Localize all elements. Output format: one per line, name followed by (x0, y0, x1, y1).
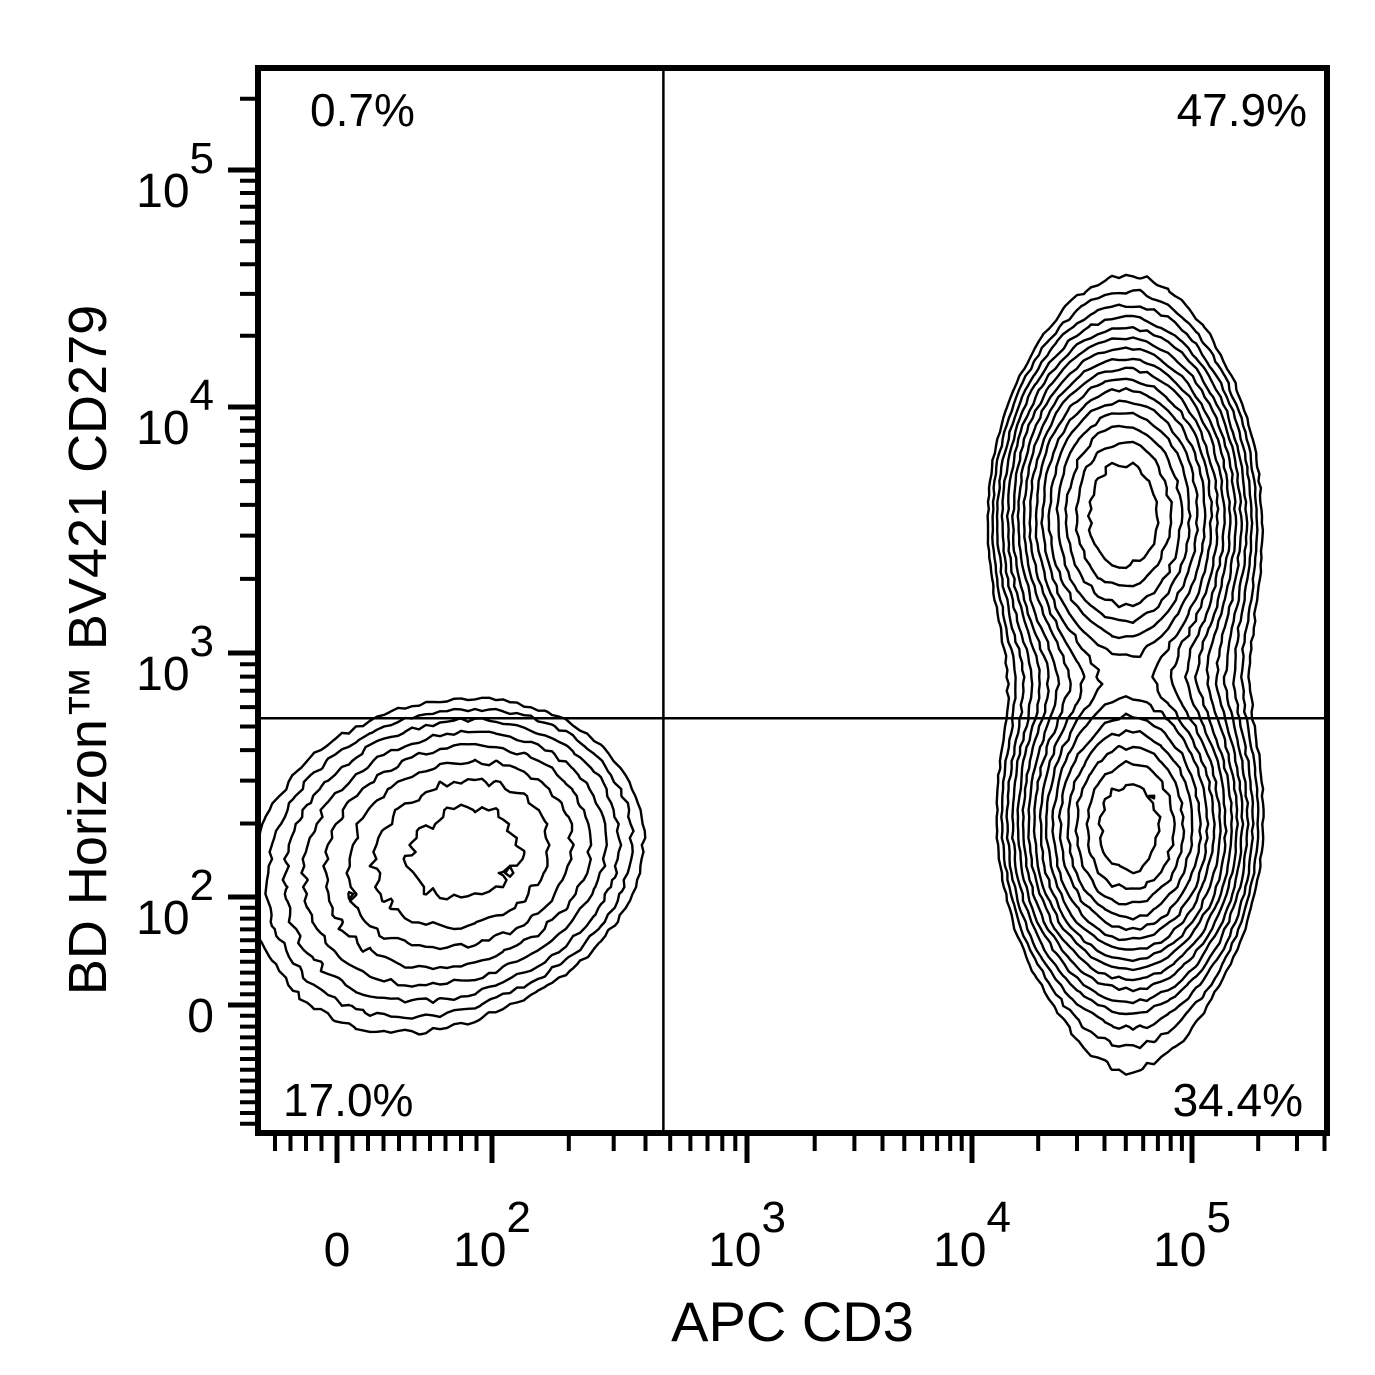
y-tick-label-3: 104 (136, 371, 214, 455)
y-minor-ticks (240, 96, 258, 1126)
contour-lines (258, 273, 1265, 1076)
x-tick-label-0: 0 (324, 1224, 351, 1277)
x-axis-title: APC CD3 (671, 1290, 914, 1353)
y-major-ticks (228, 167, 258, 1008)
y-tick-label-2: 103 (136, 617, 214, 701)
y-tick-label-1: 102 (136, 861, 214, 945)
y-tick-label-0: 0 (187, 990, 214, 1043)
plot-area: 0 102 103 104 105 0 102 103 104 105 (136, 65, 1330, 1277)
x-tick-label-4: 105 (1153, 1193, 1231, 1277)
x-tick-label-2: 103 (708, 1193, 786, 1277)
quadrant-percent-top-right: 47.9% (1176, 84, 1307, 136)
x-tick-label-3: 104 (933, 1193, 1011, 1277)
y-axis-title: BD Horizon™ BV421 CD279 (58, 304, 118, 996)
quadrant-percent-bottom-right: 34.4% (1172, 1074, 1303, 1126)
y-tick-label-4: 105 (136, 134, 214, 218)
quadrant-percent-top-left: 0.7% (310, 84, 415, 136)
plot-border (255, 65, 1330, 1136)
quadrant-percent-bottom-left: 17.0% (283, 1074, 414, 1126)
x-tick-label-1: 102 (453, 1193, 531, 1277)
x-minor-ticks (273, 1133, 1327, 1151)
x-major-ticks (334, 1133, 1195, 1163)
